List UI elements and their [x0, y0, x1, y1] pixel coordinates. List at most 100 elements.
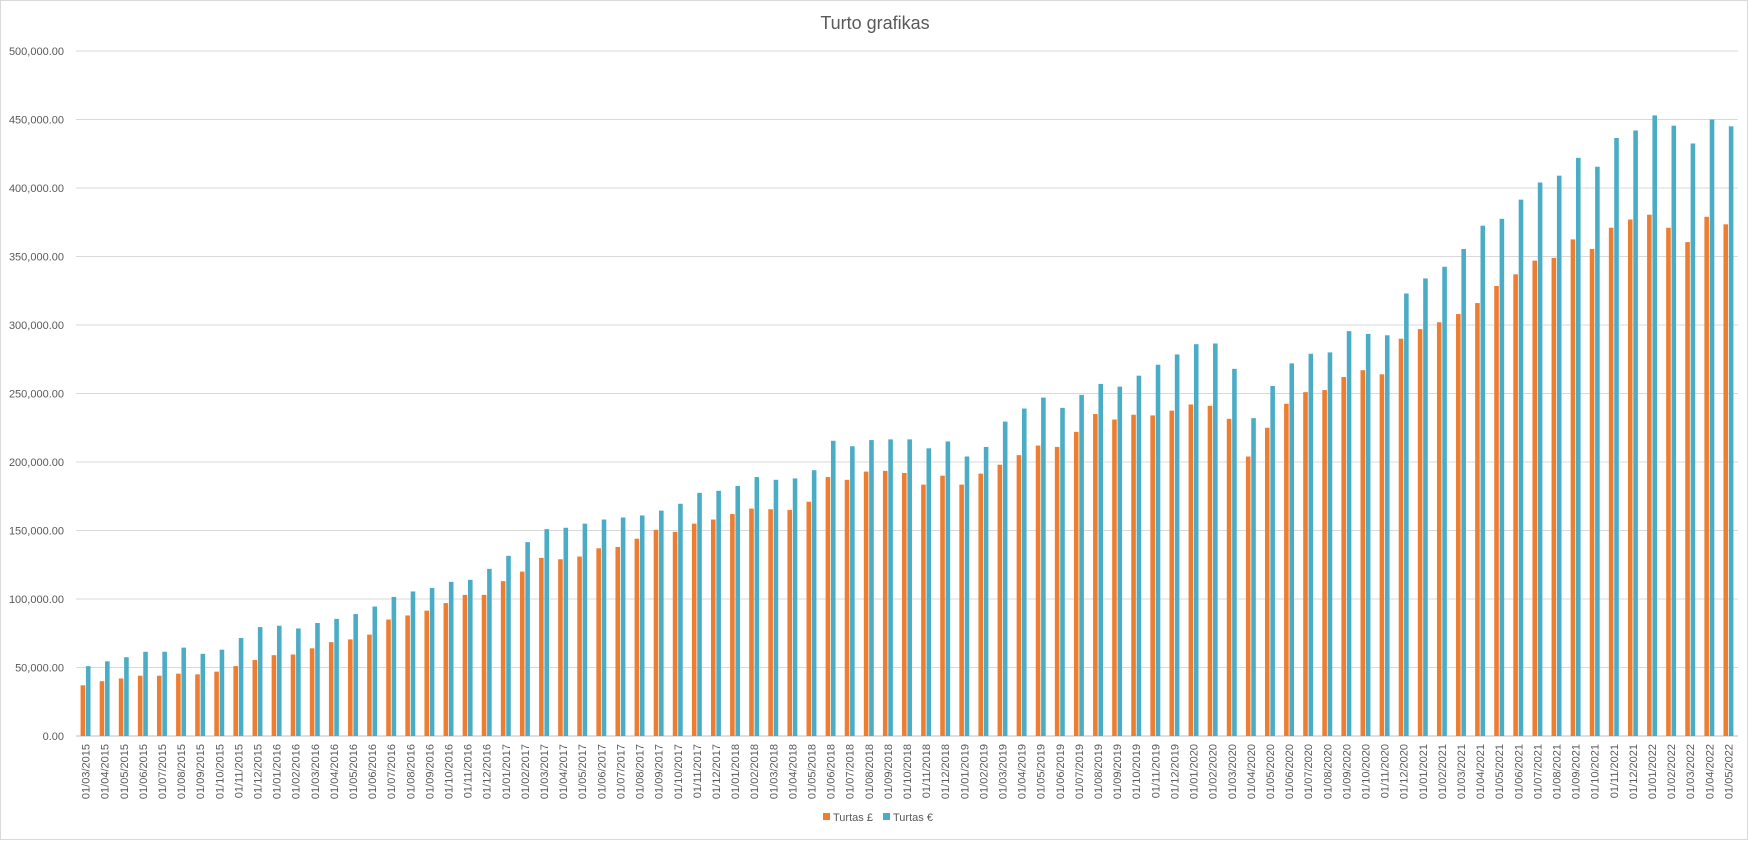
bar-turtas-eur: [448, 581, 454, 737]
x-tick-label: 01/11/2018: [921, 744, 933, 798]
x-tick-label: 01/10/2017: [673, 744, 685, 799]
bar-turtas-gbp: [252, 659, 258, 736]
bar-turtas-gbp: [519, 571, 525, 736]
x-tick-label: 01/07/2021: [1532, 744, 1544, 799]
legend-label-gbp: Turtas £: [833, 812, 873, 824]
bar-turtas-gbp: [1589, 248, 1595, 736]
legend: Turtas £ Turtas €: [823, 812, 933, 824]
bar-turtas-gbp: [137, 675, 143, 736]
bar-turtas-eur: [1537, 182, 1543, 736]
x-tick-label: 01/05/2020: [1265, 744, 1277, 799]
bar-turtas-gbp: [1398, 338, 1404, 736]
x-tick-label: 01/02/2017: [520, 744, 532, 799]
x-tick-label: 01/08/2020: [1322, 744, 1334, 799]
bar-turtas-eur: [1728, 126, 1734, 737]
bar-turtas-gbp: [214, 671, 219, 736]
bar-turtas-eur: [544, 529, 549, 736]
x-tick-label: 01/12/2021: [1628, 744, 1640, 799]
bar-turtas-gbp: [176, 673, 181, 736]
bar-turtas-eur: [276, 625, 282, 736]
x-tick-label: 01/10/2015: [214, 744, 226, 799]
bar-turtas-gbp: [1647, 214, 1652, 737]
chart-title: Turto grafikas: [820, 13, 929, 33]
bar-turtas-eur: [506, 555, 511, 736]
bar-turtas-eur: [1155, 364, 1161, 736]
bar-turtas-gbp: [1685, 242, 1690, 736]
x-tick-label: 01/12/2019: [1169, 744, 1181, 799]
x-tick-label: 01/11/2019: [1150, 744, 1162, 798]
bar-turtas-eur: [1690, 143, 1696, 737]
bar-turtas-eur: [964, 456, 970, 736]
y-tick-label: 0.00: [43, 731, 64, 743]
y-tick-label: 150,000.00: [9, 526, 64, 538]
y-tick-label: 250,000.00: [9, 389, 64, 401]
x-tick-label: 01/02/2021: [1437, 744, 1449, 799]
bar-turtas-eur: [563, 527, 569, 736]
x-tick-label: 01/01/2020: [1189, 744, 1201, 799]
x-tick-label: 01/07/2017: [615, 744, 627, 799]
bar-turtas-eur: [1518, 199, 1524, 736]
x-tick-label: 01/04/2017: [558, 744, 570, 799]
bar-turtas-eur: [1308, 353, 1314, 736]
bar-turtas-gbp: [271, 655, 277, 736]
bar-turtas-eur: [1404, 293, 1409, 736]
bar-turtas-gbp: [806, 501, 812, 736]
bar-turtas-gbp: [1494, 285, 1499, 736]
x-tick-label: 01/07/2020: [1303, 744, 1315, 799]
bar-turtas-gbp: [348, 639, 353, 736]
bar-turtas-gbp: [1723, 224, 1729, 736]
bar-turtas-eur: [601, 519, 607, 736]
bar-turtas-eur: [1652, 115, 1657, 736]
bar-turtas-gbp: [558, 559, 563, 736]
bar-turtas-gbp: [309, 648, 315, 736]
bar-turtas-eur: [830, 440, 836, 736]
bar-turtas-eur: [1671, 125, 1677, 736]
bar-turtas-gbp: [1532, 260, 1538, 736]
x-tick-label: 01/09/2015: [195, 744, 207, 799]
bar-turtas-gbp: [1035, 445, 1041, 736]
x-tick-label: 01/08/2019: [1093, 744, 1105, 799]
x-tick-label: 01/12/2016: [482, 744, 494, 799]
bar-turtas-eur: [1251, 418, 1256, 736]
bar-turtas-gbp: [634, 538, 640, 736]
x-tick-label: 01/10/2018: [902, 744, 914, 799]
x-tick-label: 01/05/2015: [119, 744, 131, 799]
x-tick-label: 01/12/2015: [252, 744, 264, 799]
y-tick-label: 450,000.00: [9, 115, 64, 127]
bar-turtas-eur: [334, 618, 339, 736]
x-tick-label: 01/04/2015: [100, 744, 112, 799]
bar-turtas-eur: [372, 606, 378, 736]
x-tick-label: 01/10/2020: [1360, 744, 1372, 799]
x-tick-label: 01/02/2018: [749, 744, 761, 799]
x-tick-label: 01/04/2021: [1475, 744, 1487, 799]
bar-turtas-eur: [639, 515, 645, 736]
x-tick-label: 01/05/2019: [1036, 744, 1048, 799]
bar-turtas-gbp: [844, 479, 850, 736]
x-tick-label: 01/06/2020: [1284, 744, 1296, 799]
bar-turtas-eur: [697, 492, 702, 736]
bar-turtas-eur: [582, 523, 588, 736]
bar-turtas-eur: [811, 470, 817, 736]
bar-turtas-gbp: [596, 548, 601, 736]
bar-turtas-eur: [1556, 175, 1562, 737]
x-tick-label: 01/06/2018: [826, 744, 838, 799]
bar-turtas-eur: [659, 510, 664, 736]
bar-turtas-eur: [1060, 407, 1065, 736]
bar-turtas-gbp: [1150, 415, 1155, 736]
x-tick-label: 01/01/2018: [730, 744, 742, 799]
y-tick-label: 500,000.00: [9, 46, 64, 58]
x-tick-label: 01/08/2018: [864, 744, 876, 799]
legend-label-eur: Turtas €: [893, 812, 933, 824]
bar-turtas-gbp: [500, 581, 506, 736]
bar-turtas-gbp: [424, 610, 430, 736]
x-tick-label: 01/09/2017: [654, 744, 666, 799]
x-tick-label: 01/10/2019: [1131, 744, 1143, 799]
x-tick-label: 01/02/2020: [1208, 744, 1220, 799]
y-tick-label: 400,000.00: [9, 183, 64, 195]
x-tick-label: 01/09/2021: [1571, 744, 1583, 799]
bar-turtas-gbp: [1456, 314, 1461, 736]
legend-swatch-gbp: [823, 813, 830, 820]
bar-turtas-eur: [1614, 138, 1619, 736]
